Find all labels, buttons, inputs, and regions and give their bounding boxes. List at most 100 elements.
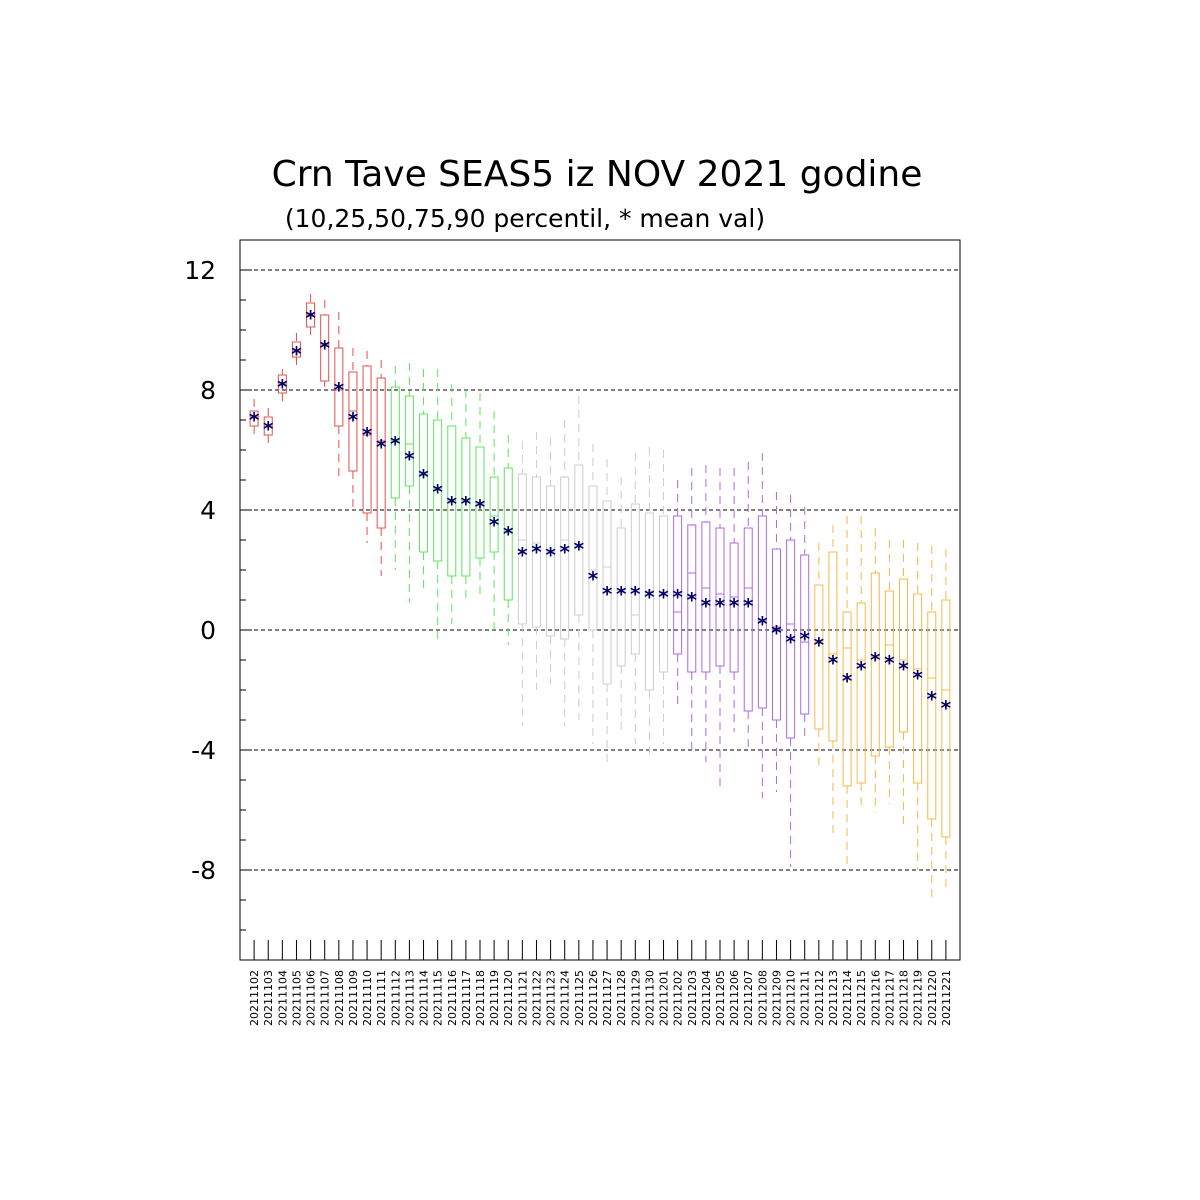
x-tick-label: 20211107: [319, 970, 332, 1026]
iqr-box: [856, 602, 866, 784]
mean-marker: *: [828, 651, 839, 675]
mean-marker: *: [531, 540, 542, 564]
mean-marker: *: [672, 585, 683, 609]
box-20211215: [856, 516, 866, 810]
x-tick-label: 20211110: [361, 970, 374, 1026]
x-tick-label: 20211214: [841, 970, 854, 1026]
iqr-box: [771, 548, 781, 721]
x-tick-label: 20211209: [770, 970, 783, 1026]
x-tick-label: 20211114: [418, 970, 431, 1026]
mean-marker: *: [757, 612, 768, 636]
iqr-box: [729, 542, 739, 673]
box-20211117: [461, 390, 471, 600]
mean-marker: *: [785, 630, 796, 654]
x-tick-label: 20211127: [601, 970, 614, 1026]
mean-marker: *: [432, 480, 443, 504]
y-tick-label: 0: [200, 616, 216, 645]
iqr-box: [701, 521, 711, 673]
x-tick-label: 20211117: [460, 970, 473, 1026]
iqr-box: [927, 611, 937, 820]
x-tick-label: 20211119: [488, 970, 501, 1026]
x-tick-label: 20211219: [912, 970, 925, 1026]
box-20211209: [771, 492, 781, 792]
iqr-box: [419, 413, 429, 553]
iqr-box: [884, 590, 894, 748]
x-tick-label: 20211211: [799, 970, 812, 1026]
iqr-box: [517, 473, 527, 625]
iqr-box: [334, 347, 344, 427]
box-20211123: [546, 438, 556, 684]
box-20211130: [644, 447, 654, 756]
x-tick-label: 20211208: [756, 970, 769, 1026]
x-tick-label: 20211213: [827, 970, 840, 1026]
x-tick-label: 20211122: [530, 970, 543, 1026]
x-tick-label: 20211125: [573, 970, 586, 1026]
iqr-box: [560, 476, 570, 640]
iqr-box: [828, 551, 838, 742]
iqr-box: [376, 377, 386, 529]
iqr-box: [715, 527, 725, 667]
mean-marker: *: [249, 408, 260, 432]
x-tick-label: 20211203: [686, 970, 699, 1026]
iqr-box: [320, 314, 330, 382]
box-20211205: [715, 468, 725, 792]
mean-marker: *: [602, 582, 613, 606]
box-20211220: [927, 546, 937, 903]
iqr-box: [814, 584, 824, 730]
box-20211115: [433, 369, 443, 645]
iqr-box: [588, 485, 598, 631]
x-tick-label: 20211217: [883, 970, 896, 1026]
x-tick-label: 20211106: [305, 970, 318, 1026]
iqr-box: [433, 419, 443, 562]
box-20211219: [913, 543, 923, 870]
box-20211211: [800, 507, 810, 738]
mean-marker: *: [658, 585, 669, 609]
box-20211203: [687, 468, 697, 750]
mean-marker: *: [319, 336, 330, 360]
x-tick-label: 20211112: [389, 970, 402, 1026]
box-20211110: [362, 351, 372, 543]
box-20211202: [673, 480, 683, 705]
iqr-box: [291, 341, 301, 358]
mean-marker: *: [687, 588, 698, 612]
box-20211124: [560, 420, 570, 726]
mean-marker: *: [305, 306, 316, 330]
y-tick-label: -4: [191, 736, 216, 765]
box-20211105: [291, 333, 301, 366]
box-20211207: [743, 462, 753, 753]
box-20211104: [277, 369, 287, 402]
mean-marker: *: [912, 666, 923, 690]
y-tick-label: -8: [191, 856, 216, 885]
mean-marker: *: [503, 522, 514, 546]
box-20211201: [659, 450, 669, 744]
x-tick-label: 20211216: [869, 970, 882, 1026]
mean-marker: *: [263, 417, 274, 441]
box-20211103: [263, 408, 273, 447]
mean-marker: *: [489, 513, 500, 537]
iqr-box: [249, 410, 259, 427]
x-tick-label: 20211204: [700, 970, 713, 1026]
x-tick-label: 20211124: [559, 970, 572, 1026]
mean-marker: *: [574, 537, 585, 561]
x-tick-label: 20211206: [728, 970, 741, 1026]
x-tick-label: 20211126: [587, 970, 600, 1026]
box-20211206: [729, 468, 739, 732]
mean-marker: *: [545, 543, 556, 567]
mean-marker: *: [348, 408, 359, 432]
iqr-box: [546, 485, 556, 637]
iqr-box: [489, 476, 499, 553]
mean-marker: *: [729, 594, 740, 618]
x-tick-label: 20211218: [898, 970, 911, 1026]
x-tick-label: 20211221: [940, 970, 953, 1026]
mean-marker: *: [475, 495, 486, 519]
x-tick-label: 20211115: [432, 970, 445, 1026]
iqr-box: [602, 500, 612, 685]
plot-frame: [239, 239, 961, 961]
box-20211128: [616, 477, 626, 735]
x-tick-label: 20211205: [714, 970, 727, 1026]
box-20211116: [447, 384, 457, 624]
x-tick-label: 20211129: [629, 970, 642, 1026]
mean-marker: *: [291, 342, 302, 366]
box-20211125: [574, 396, 584, 720]
